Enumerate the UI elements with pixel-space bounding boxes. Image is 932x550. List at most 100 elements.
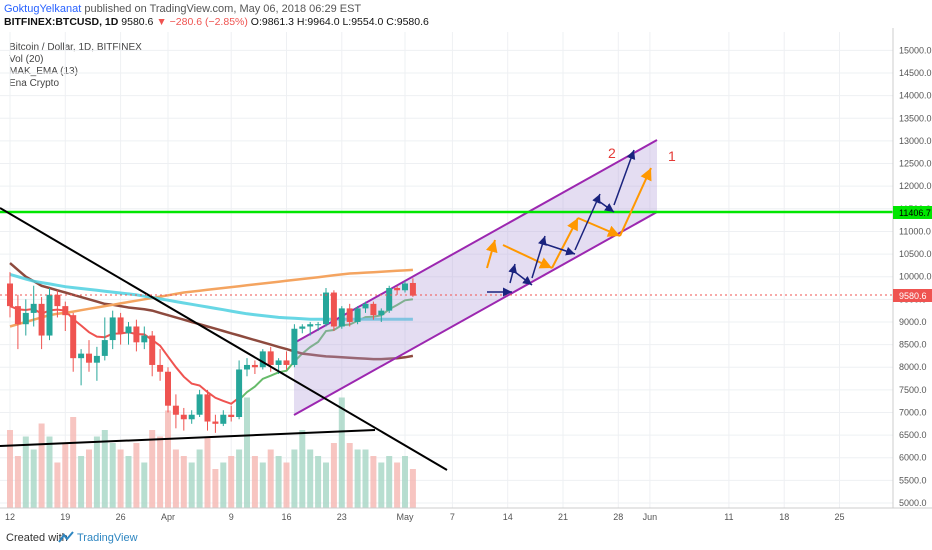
candle-body <box>236 369 243 418</box>
chart-header: GoktugYelkanat published on TradingView.… <box>0 0 932 28</box>
publish-line: GoktugYelkanat published on TradingView.… <box>4 3 361 15</box>
candle-body <box>86 353 92 363</box>
candle-body <box>165 371 171 406</box>
date-tick-label: 28 <box>613 512 623 522</box>
channel-drawing <box>293 139 658 416</box>
volume-bar <box>354 449 361 508</box>
annotation-label-2: 2 <box>608 145 616 161</box>
last-price: 9580.6 <box>121 16 154 28</box>
volume-bar <box>133 443 140 508</box>
price-tick-label: 6000.0 <box>899 453 927 463</box>
volume-bar <box>7 430 13 508</box>
blue-arrow <box>531 235 547 279</box>
volume-bar <box>236 449 243 508</box>
candle-body <box>409 282 416 296</box>
candle-body <box>149 335 156 365</box>
candle-body <box>378 310 385 316</box>
candle-body <box>259 351 266 368</box>
price-tick-label: 5500.0 <box>899 475 927 485</box>
candle-body <box>172 405 179 415</box>
ema-brown-line <box>9 262 414 361</box>
legend-title: Bitcoin / Dollar, 1D, BITFINEX <box>9 42 142 53</box>
footer: Created with TradingView <box>0 528 932 550</box>
volume-bar <box>402 456 408 508</box>
date-tick-label: 19 <box>60 512 70 522</box>
orange-arrow <box>619 167 652 237</box>
volume-bar <box>330 443 337 508</box>
volume-bar <box>394 462 401 508</box>
date-tick-label: 23 <box>337 512 347 522</box>
channel-upper-line <box>293 139 658 344</box>
candle-body <box>157 364 164 372</box>
volume-bar <box>220 462 227 508</box>
orange-arrow <box>502 244 553 269</box>
candle-body <box>78 353 85 359</box>
candle-body <box>22 312 29 325</box>
author-link[interactable]: GoktugYelkanat <box>4 3 82 15</box>
volume-bar <box>315 456 322 508</box>
orange-arrow <box>551 217 579 269</box>
volume-bar <box>70 417 77 508</box>
annotation-label-1: 1 <box>668 148 676 164</box>
candle-body <box>370 303 377 316</box>
price-tick-label: 12500.0 <box>899 159 932 169</box>
candle-body <box>220 414 227 424</box>
price-tick-label: 11000.0 <box>899 226 931 236</box>
ema-lines <box>9 262 414 405</box>
projection-arrows <box>485 149 652 297</box>
tradingview-brand[interactable]: TradingView <box>77 532 138 544</box>
candle-body <box>299 326 306 329</box>
price-tick-label: 7000.0 <box>899 407 927 417</box>
down-arrow-icon: ▼ <box>156 16 167 28</box>
candle-body <box>362 303 369 309</box>
volume-bar <box>291 449 298 508</box>
symbol-label: BITFINEX:BTCUSD, 1D <box>4 16 119 28</box>
candle-body <box>204 394 211 422</box>
price-tick-label: 12000.0 <box>899 181 932 191</box>
volume-bar <box>149 430 156 508</box>
volume-bar <box>275 456 282 508</box>
candle-body <box>330 292 337 327</box>
date-tick-label: Apr <box>161 512 175 522</box>
date-tick-label: 25 <box>834 512 844 522</box>
volume-bar <box>228 456 235 508</box>
last-price-tag <box>893 289 932 302</box>
candle-body <box>109 317 116 341</box>
blue-arrow <box>544 243 576 256</box>
legend-ena: Ena Crypto <box>9 78 60 89</box>
price-tick-label: 8500.0 <box>899 340 927 350</box>
created-with-text: Created with <box>6 532 68 544</box>
volume-bars <box>7 397 416 508</box>
volume-bar <box>251 456 258 508</box>
volume-bar <box>204 436 211 508</box>
volume-bar <box>78 456 85 508</box>
volume-bar <box>157 436 164 508</box>
tradingview-logo-icon <box>58 531 74 543</box>
volume-bar <box>46 436 53 508</box>
price-tick-label: 9000.0 <box>899 317 927 327</box>
candle-body <box>54 294 61 307</box>
volume-bar <box>323 462 329 508</box>
candle-body <box>244 364 250 370</box>
ema-cyan-line <box>9 272 413 321</box>
price-tick-label: 10500.0 <box>899 249 932 259</box>
candle-body <box>354 308 361 322</box>
volume-bar <box>172 449 179 508</box>
date-tick-label: 11 <box>724 512 733 522</box>
candle-body <box>125 326 132 334</box>
volume-bar <box>117 449 124 508</box>
orange-arrow <box>485 239 498 269</box>
volume-bar <box>212 469 219 508</box>
volume-bar <box>307 449 314 508</box>
price-tick-label: 13000.0 <box>899 136 932 146</box>
candle-body <box>133 326 140 343</box>
legend-volume: Vol (20) <box>9 54 44 65</box>
candle-body <box>251 364 258 368</box>
volume-bar <box>54 462 61 508</box>
candle-body <box>346 308 353 322</box>
candle-body <box>323 292 329 325</box>
volume-bar <box>165 410 171 508</box>
channel-lower-line <box>293 211 658 416</box>
price-chart[interactable]: 5000.0 5500.0 6000.0 6500.0 7000.0 7500.0 8000… <box>0 28 932 528</box>
